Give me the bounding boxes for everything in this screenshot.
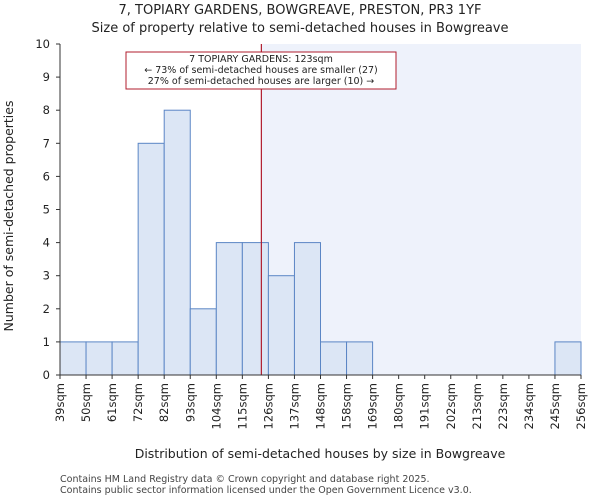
- y-tick-label-8: 8: [43, 103, 50, 117]
- y-tick-label-4: 4: [43, 236, 50, 250]
- x-tick-label-61sqm: 61sqm: [105, 383, 119, 422]
- annotation-line-1: 7 TOPIARY GARDENS: 123sqm: [189, 54, 333, 65]
- y-tick-label-2: 2: [43, 302, 50, 316]
- x-tick-label-39sqm: 39sqm: [53, 383, 67, 422]
- annotation-box: 7 TOPIARY GARDENS: 123sqm ← 73% of semi-…: [125, 51, 397, 90]
- bar-245sqm: [554, 341, 582, 376]
- y-tick-label-3: 3: [43, 269, 50, 283]
- annotation-line-2: ← 73% of semi-detached houses are smalle…: [144, 65, 378, 76]
- x-tick-label-234sqm: 234sqm: [522, 383, 536, 429]
- bar-61sqm: [111, 341, 139, 376]
- bar-82sqm: [163, 109, 191, 376]
- x-tick-label-169sqm: 169sqm: [366, 383, 380, 429]
- bar-158sqm: [346, 341, 374, 376]
- x-tick-label-93sqm: 93sqm: [183, 383, 197, 422]
- y-ticks-group: 0 1 2 3 4 5 6 7 8 9 10: [35, 37, 60, 382]
- y-axis-label: Number of semi-detached properties: [1, 101, 16, 332]
- bar-148sqm: [320, 341, 348, 376]
- x-tick-label-256sqm: 256sqm: [574, 383, 588, 429]
- bar-72sqm: [137, 142, 165, 376]
- bar-39sqm: [59, 341, 87, 376]
- x-tick-label-191sqm: 191sqm: [418, 383, 432, 429]
- bar-137sqm: [293, 242, 322, 376]
- x-tick-label-245sqm: 245sqm: [548, 383, 562, 429]
- chart-title-line-2: Size of property relative to semi-detach…: [92, 21, 509, 36]
- bars-group: [59, 109, 582, 376]
- footer-line-2: Contains public sector information licen…: [60, 485, 472, 496]
- x-tick-label-223sqm: 223sqm: [496, 383, 510, 429]
- bar-50sqm: [85, 341, 113, 376]
- x-axis-label: Distribution of semi-detached houses by …: [135, 446, 506, 461]
- annotation-line-3: 27% of semi-detached houses are larger (…: [148, 76, 375, 87]
- x-tick-label-104sqm: 104sqm: [209, 383, 223, 429]
- x-tick-label-82sqm: 82sqm: [157, 383, 171, 422]
- y-tick-label-10: 10: [35, 37, 50, 51]
- y-tick-label-0: 0: [43, 368, 50, 382]
- x-tick-label-148sqm: 148sqm: [314, 383, 328, 429]
- bar-93sqm: [189, 308, 217, 376]
- y-tick-label-1: 1: [43, 335, 50, 349]
- y-tick-label-7: 7: [43, 136, 50, 150]
- x-tick-label-202sqm: 202sqm: [444, 383, 458, 429]
- x-tick-label-213sqm: 213sqm: [470, 383, 484, 429]
- annotation-frame: [125, 51, 397, 90]
- bar-126sqm: [267, 275, 295, 376]
- y-tick-label-5: 5: [43, 203, 50, 217]
- bar-104sqm: [215, 242, 243, 376]
- x-tick-label-180sqm: 180sqm: [392, 383, 406, 429]
- y-tick-label-9: 9: [43, 70, 50, 84]
- x-tick-label-137sqm: 137sqm: [287, 383, 301, 429]
- x-tick-label-158sqm: 158sqm: [340, 383, 354, 429]
- x-ticks-group: 39sqm 50sqm 61sqm 72sqm 82sqm 93sqm 104sqm 115s…: [53, 375, 588, 429]
- x-tick-label-72sqm: 72sqm: [131, 383, 145, 422]
- chart-title-line-1: 7, TOPIARY GARDENS, BOWGREAVE, PRESTON, …: [118, 3, 481, 18]
- footer-line-1: Contains HM Land Registry data © Crown c…: [60, 474, 430, 485]
- x-tick-label-50sqm: 50sqm: [79, 383, 93, 422]
- y-tick-label-6: 6: [43, 169, 50, 183]
- x-tick-label-115sqm: 115sqm: [235, 383, 249, 429]
- x-tick-label-126sqm: 126sqm: [261, 383, 275, 429]
- bar-115sqm: [241, 242, 269, 376]
